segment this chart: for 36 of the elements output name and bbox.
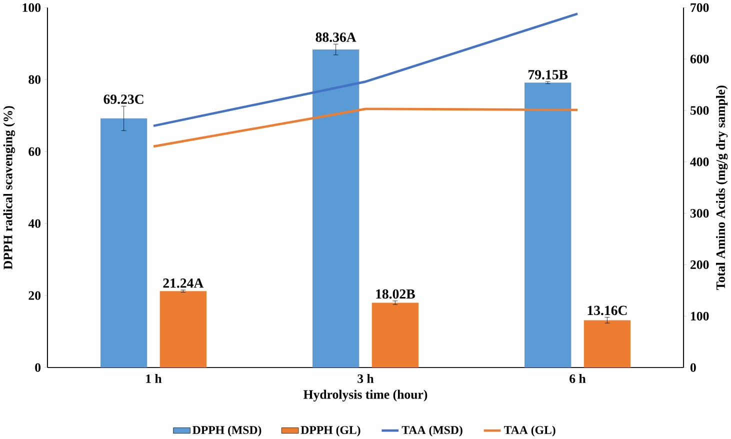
bar: [524, 82, 572, 368]
data-label: 79.15B: [528, 70, 568, 80]
y2-tick-label: 0: [690, 363, 696, 372]
legend-label: DPPH (MSD): [192, 426, 262, 436]
y2-tick-label: 500: [690, 106, 709, 115]
x-tick-label: 1 h: [146, 374, 162, 383]
y2-tick-label: 300: [690, 208, 709, 218]
bar: [584, 320, 631, 368]
y2-tick-label: 100: [691, 312, 709, 320]
y2-tick-label: 600: [690, 54, 709, 64]
y2-tick-label: 700: [690, 3, 709, 12]
y-tick-label: 80: [28, 75, 41, 84]
bar: [160, 290, 206, 368]
data-label: 88.36A: [316, 32, 356, 42]
data-label: 69.23C: [104, 94, 144, 104]
data-label: 13.16C: [588, 306, 627, 315]
y2-tick-label: 400: [690, 157, 709, 166]
legend-label: DPPH (GL): [300, 426, 360, 436]
y-tick-label: 20: [28, 291, 41, 300]
x-axis-title: Hydrolysis time (hour): [304, 390, 428, 402]
data-label: 21.24A: [163, 278, 204, 288]
bar: [312, 49, 360, 368]
legend-label: TAA (MSD): [402, 426, 462, 436]
y-axis-title: DPPH radical scavenging (%): [3, 106, 16, 270]
bar: [372, 302, 419, 368]
y-tick-label: 40: [28, 219, 41, 228]
x-tick-label: 6 h: [570, 374, 586, 383]
y2-tick-label: 200: [690, 260, 709, 269]
x-tick-label: 3 h: [358, 374, 374, 383]
y-tick-label: 60: [28, 147, 41, 156]
bar: [100, 118, 148, 368]
y-tick-label: 100: [22, 3, 41, 12]
y-tick-label: 0: [35, 363, 41, 372]
data-label: 18.02B: [376, 289, 415, 299]
y2-axis-title: Total Amino Acids (mg/g dry sample): [716, 85, 728, 290]
legend-label: TAA (GL): [504, 426, 556, 436]
